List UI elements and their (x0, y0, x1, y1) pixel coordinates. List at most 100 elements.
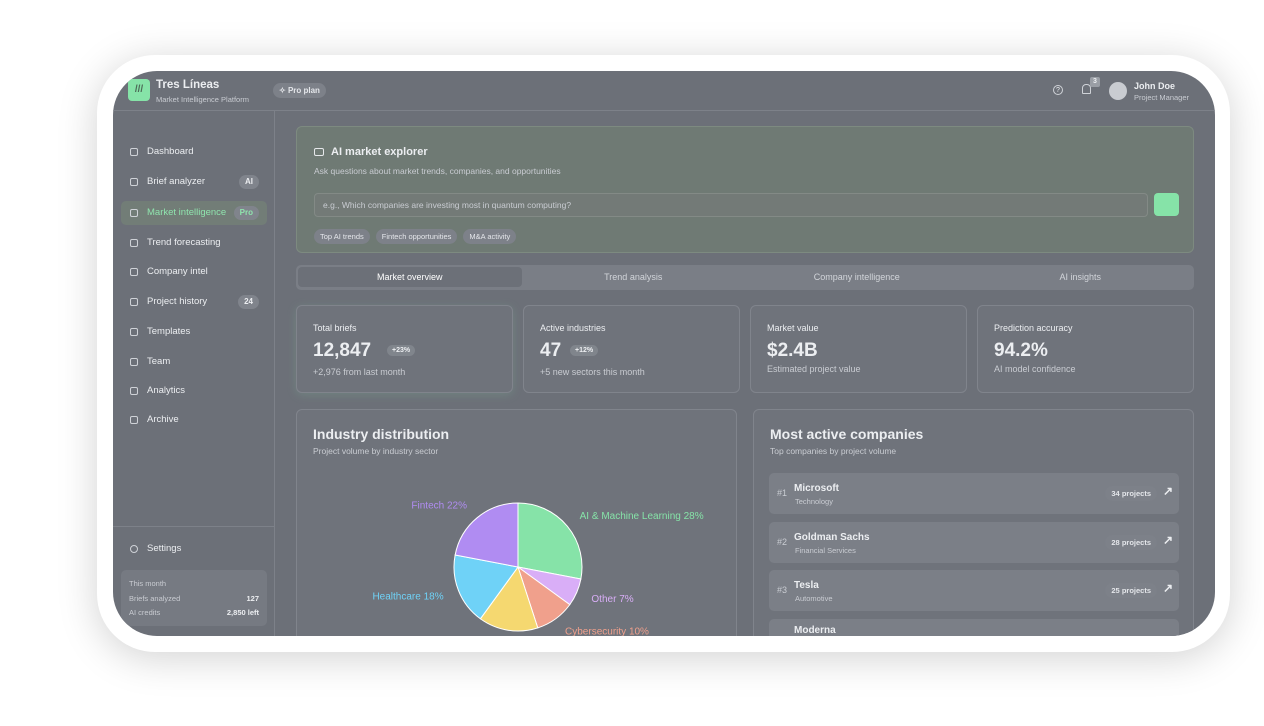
logo[interactable]: /// (128, 79, 150, 101)
nav-icon (130, 328, 138, 336)
plan-label: Pro plan (287, 86, 320, 95)
nav-item[interactable]: Analytics (121, 379, 267, 403)
nav-item[interactable]: Team (121, 350, 267, 374)
slice-value: 7% (619, 593, 634, 604)
pie-chart: AI & Machine Learning 28% Other 7% Cyberse… (372, 500, 704, 636)
explorer-card: AI market explorer Ask questions about m… (296, 126, 1194, 253)
header: /// Tres Líneas Market Intelligence Plat… (113, 71, 1215, 111)
stat-card: Prediction accuracy 94.2% AI model confide… (977, 305, 1194, 393)
nav-label: Dashboard (147, 146, 194, 157)
stat-note: +5 new sectors this month (540, 367, 645, 377)
search-button[interactable] (1154, 193, 1179, 216)
nav-label: Team (147, 356, 171, 367)
nav-icon (130, 268, 138, 276)
nav-label: Archive (147, 414, 179, 425)
app-screen: /// Tres Líneas Market Intelligence Plat… (113, 71, 1215, 636)
suggestion-chip[interactable]: Top AI trends (314, 229, 370, 244)
slice-value: 18% (424, 591, 444, 602)
companies-subtitle: Top companies by project volume (770, 446, 897, 456)
companies-title: Most active companies (770, 426, 924, 442)
pie-slice (454, 502, 519, 568)
bell-icon[interactable] (1082, 84, 1091, 94)
tab[interactable]: Trend analysis (604, 272, 663, 282)
stat-value: 12,847 (313, 340, 372, 361)
notification-count: 3 (1090, 77, 1100, 87)
stat-label: Total briefs (313, 323, 357, 333)
company-rank: #2 (777, 536, 788, 547)
nav-label: Project history (147, 296, 208, 307)
app-name: Tres Líneas (156, 79, 220, 91)
open-icon[interactable]: ↗ (1162, 581, 1173, 595)
company-name: Microsoft (794, 483, 839, 494)
settings-icon (130, 545, 138, 553)
tab[interactable]: Market overview (298, 267, 522, 287)
nav-icon (130, 387, 138, 395)
usage-box: This month Briefs analyzed 127 AI credit… (121, 570, 267, 626)
tab[interactable]: Company intelligence (813, 272, 900, 282)
slice-value: 28% (684, 511, 704, 522)
chart-subtitle: Project volume by industry sector (313, 446, 439, 456)
slice-label: Cybersecurity 10% (565, 626, 649, 636)
slice-label: Fintech 22% (411, 500, 467, 511)
slice-name: Fintech (411, 500, 444, 511)
nav-item[interactable]: Project history 24 (121, 290, 267, 314)
nav-item[interactable]: Dashboard (121, 140, 267, 164)
slice-label: Other 7% (591, 593, 633, 604)
settings-link[interactable]: Settings (121, 537, 267, 561)
tab-bar: Market overview Trend analysis Company int… (296, 265, 1194, 290)
suggestion-chip[interactable]: M&A activity (463, 229, 517, 244)
slice-label: AI & Machine Learning 28% (580, 511, 704, 522)
search-input[interactable]: e.g., Which companies are investing most… (314, 193, 1148, 217)
company-name: Goldman Sachs (794, 531, 870, 543)
open-icon[interactable]: ↗ (1162, 532, 1173, 547)
company-row[interactable]: Moderna (769, 618, 1179, 636)
nav-item[interactable]: Templates (121, 320, 267, 344)
nav-item[interactable]: Company intel (121, 260, 267, 284)
usage-value: 127 (246, 594, 259, 603)
pie-slice (479, 565, 539, 632)
user-name: John Doe (1134, 81, 1176, 91)
usage-label: AI credits (129, 608, 161, 617)
slice-value: 22% (447, 500, 467, 511)
slice-name: Cybersecurity (565, 626, 626, 636)
stat-label: Market value (767, 323, 819, 333)
suggestion-chip[interactable]: Fintech opportunities (375, 229, 458, 244)
nav-icon (130, 416, 138, 424)
usage-label: Briefs analyzed (129, 594, 181, 603)
usage-title: This month (129, 579, 167, 588)
nav-label: Analytics (147, 385, 186, 396)
help-icon[interactable]: ? (1053, 85, 1063, 95)
app-tagline: Market Intelligence Platform (156, 95, 249, 104)
nav-item[interactable]: Trend forecasting (121, 231, 267, 255)
nav-icon (130, 298, 138, 306)
slice-name: Other (591, 593, 617, 604)
sidebar-divider (113, 526, 275, 527)
project-count: 34 projects (1105, 486, 1157, 501)
nav-item[interactable]: Market intelligence Pro (121, 201, 267, 225)
avatar[interactable] (1109, 82, 1127, 100)
stat-label: Active industries (540, 323, 606, 333)
nav-badge: Pro (233, 206, 259, 220)
company-row[interactable]: #3 Tesla Automotive 25 projects ↗ (769, 570, 1179, 611)
pie-slice (453, 554, 519, 620)
tab[interactable]: AI insights (1059, 272, 1102, 282)
plan-badge[interactable]: ✧ Pro plan (273, 83, 326, 98)
nav-label: Company intel (147, 266, 208, 277)
settings-label: Settings (147, 543, 182, 554)
plan-icon: ✧ (279, 86, 288, 95)
nav-item[interactable]: Brief analyzer AI (121, 170, 267, 194)
nav-icon (130, 239, 138, 247)
nav-icon (130, 148, 138, 156)
usage-value: 2,850 left (226, 608, 259, 617)
company-row[interactable]: #1 Microsoft Technology 34 projects ↗ (769, 473, 1179, 514)
nav-item[interactable]: Archive (121, 408, 267, 432)
stat-card: Active industries 47 +12% +5 new sectors th… (523, 305, 740, 393)
explorer-title: AI market explorer (331, 146, 428, 158)
nav-icon (130, 178, 138, 186)
user-role: Project Manager (1134, 93, 1190, 102)
open-icon[interactable]: ↗ (1162, 484, 1173, 498)
nav-label: Market intelligence (147, 207, 227, 218)
stat-card: Total briefs 12,847 +23% +2,976 from last m… (296, 305, 513, 393)
company-row[interactable]: #2 Goldman Sachs Financial Services 28 proj… (769, 521, 1179, 563)
